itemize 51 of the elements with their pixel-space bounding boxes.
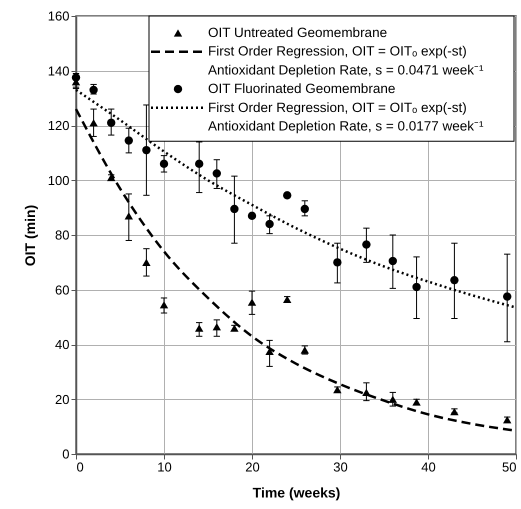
point xyxy=(212,169,221,178)
x-tick-label: 40 xyxy=(421,460,436,474)
point xyxy=(230,204,239,214)
point xyxy=(124,212,133,220)
y-tick-label: 100 xyxy=(48,172,70,188)
point xyxy=(72,73,80,82)
point xyxy=(503,292,512,301)
y-tick-label: 20 xyxy=(55,392,70,407)
point xyxy=(212,323,221,330)
legend-label: OIT Fluorinated Geomembrane xyxy=(208,81,396,96)
point xyxy=(265,220,274,228)
point xyxy=(362,240,371,249)
y-tick-label: 160 xyxy=(48,8,70,24)
y-axis-title: OIT (min) xyxy=(22,204,38,266)
point xyxy=(160,301,168,308)
point xyxy=(283,296,292,303)
y-tick-label: 140 xyxy=(48,63,70,78)
point xyxy=(300,204,309,214)
y-tick-label: 40 xyxy=(55,337,70,352)
x-tick-label: 30 xyxy=(333,460,348,474)
x-tick-label: 10 xyxy=(157,460,172,474)
y-tick-label: 80 xyxy=(55,228,70,242)
point xyxy=(388,396,397,403)
point xyxy=(388,256,397,266)
point xyxy=(333,386,342,394)
x-tick-label: 50 xyxy=(502,460,516,474)
point xyxy=(503,416,512,424)
x-tick-label: 20 xyxy=(245,460,260,474)
legend-label: First Order Regression, OIT = OITₒ exp(-st) Antioxidant Depletion Rate, s = 0.0177 week⁻¹ xyxy=(208,100,484,134)
y-tick-label: 0 xyxy=(62,446,70,462)
point xyxy=(450,408,459,416)
point xyxy=(248,212,256,220)
legend-label: First Order Regression, OIT = OITₒ exp(-st) Antioxidant Depletion Rate, s = 0.0471 week⁻¹ xyxy=(208,44,484,78)
point xyxy=(195,160,204,168)
y-tick-label: 120 xyxy=(48,118,70,133)
y-tick-label: 60 xyxy=(55,282,70,298)
point xyxy=(89,119,98,126)
point xyxy=(160,160,168,168)
point xyxy=(89,86,98,94)
point xyxy=(333,258,342,267)
x-tick-label: 0 xyxy=(76,460,84,474)
point xyxy=(283,191,292,200)
point xyxy=(412,282,421,292)
point xyxy=(107,118,116,127)
point xyxy=(450,276,459,284)
point xyxy=(142,146,151,154)
point xyxy=(142,258,151,266)
point xyxy=(195,324,204,332)
point xyxy=(124,136,133,145)
legend-label: OIT Untreated Geomembrane xyxy=(208,25,388,40)
x-axis-title: Time (weeks) xyxy=(252,484,340,500)
